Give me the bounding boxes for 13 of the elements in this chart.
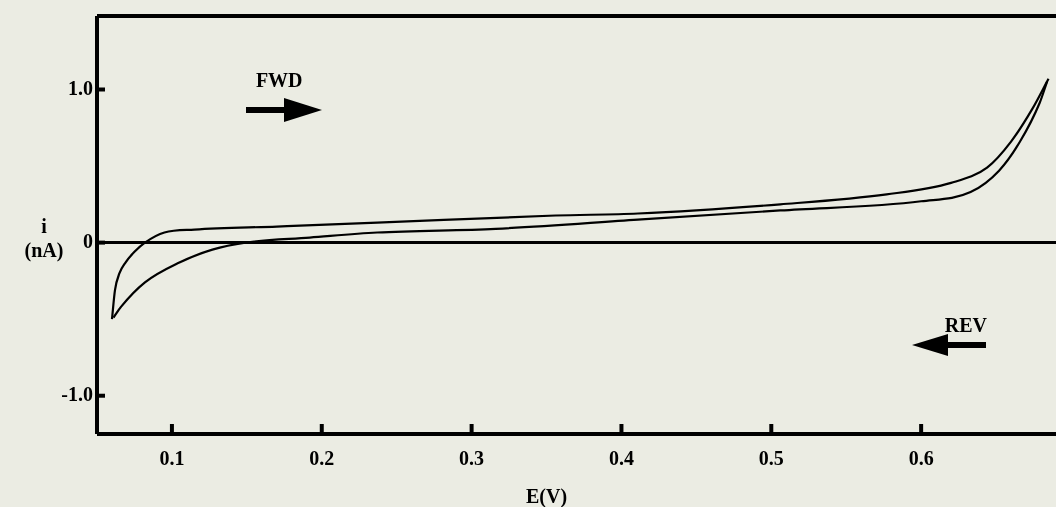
y-axis-title: i (nA) <box>24 214 64 262</box>
y-tick-label: 1.0 <box>68 76 93 99</box>
x-tick-label: 0.3 <box>459 447 485 470</box>
x-tick-label: 0.6 <box>908 447 934 470</box>
x-axis-title: E(V) <box>525 485 568 507</box>
y-tick-label: 0 <box>83 229 93 252</box>
x-tick-label: 0.5 <box>758 447 784 470</box>
annotation: REV <box>944 313 988 336</box>
x-tick-label: 0.2 <box>309 447 335 470</box>
x-tick-label: 0.1 <box>159 447 185 470</box>
y-tick-label: -1.0 <box>61 382 93 405</box>
annotation: FWD <box>255 69 303 92</box>
x-tick-label: 0.4 <box>608 447 634 470</box>
